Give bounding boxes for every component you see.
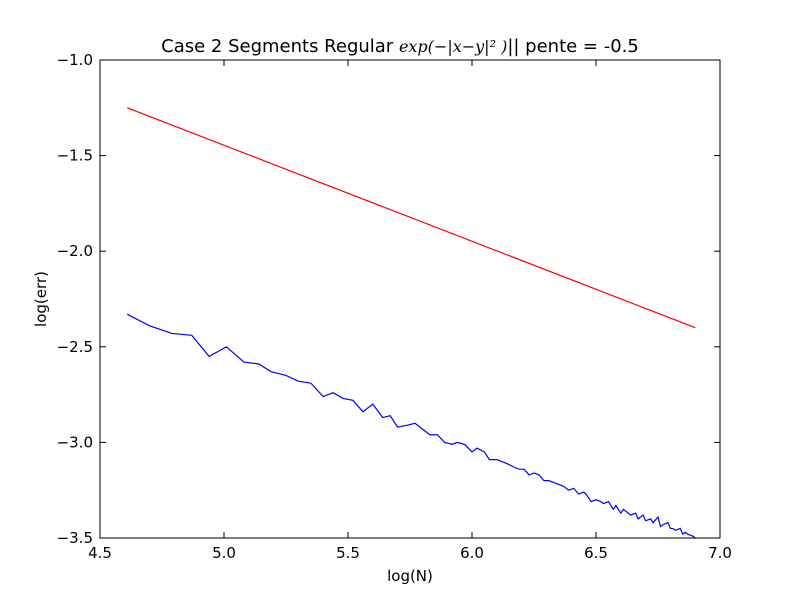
y-tick-label: −2.5 <box>57 338 93 356</box>
y-tick-label: −3.5 <box>57 529 93 547</box>
y-tick-label: −3.0 <box>57 433 93 451</box>
series-layer <box>127 107 696 539</box>
y-tick-label: −1.0 <box>57 51 93 69</box>
x-tick-label: 6.5 <box>584 544 608 562</box>
x-tick-label: 4.5 <box>88 544 112 562</box>
x-tick-label: 7.0 <box>708 544 732 562</box>
series-line-2 <box>127 313 696 539</box>
x-tick-label: 5.5 <box>336 544 360 562</box>
chart-title-math: exp(−|x−y|² ) <box>399 37 507 56</box>
series-line-1 <box>127 107 696 329</box>
chart-title-prefix: Case 2 Segments Regular <box>161 36 399 57</box>
x-tick-label: 5.0 <box>212 544 236 562</box>
plot-frame <box>99 59 721 539</box>
x-tick-label: 6.0 <box>460 544 484 562</box>
chart-title-suffix: || pente = -0.5 <box>507 36 639 57</box>
chart-title: Case 2 Segments Regular exp(−|x−y|² )|| … <box>161 36 639 57</box>
y-tick-label: −2.0 <box>57 242 93 260</box>
tick-layer: 4.5 5.0 5.5 6.0 6.5 7.0 −1.0 −1.5 −2.0 −2.5 −3.0 −3… <box>57 51 732 562</box>
y-axis-label: log(err) <box>32 271 50 327</box>
x-axis-label: log(N) <box>387 567 433 585</box>
y-tick-label: −1.5 <box>57 147 93 165</box>
